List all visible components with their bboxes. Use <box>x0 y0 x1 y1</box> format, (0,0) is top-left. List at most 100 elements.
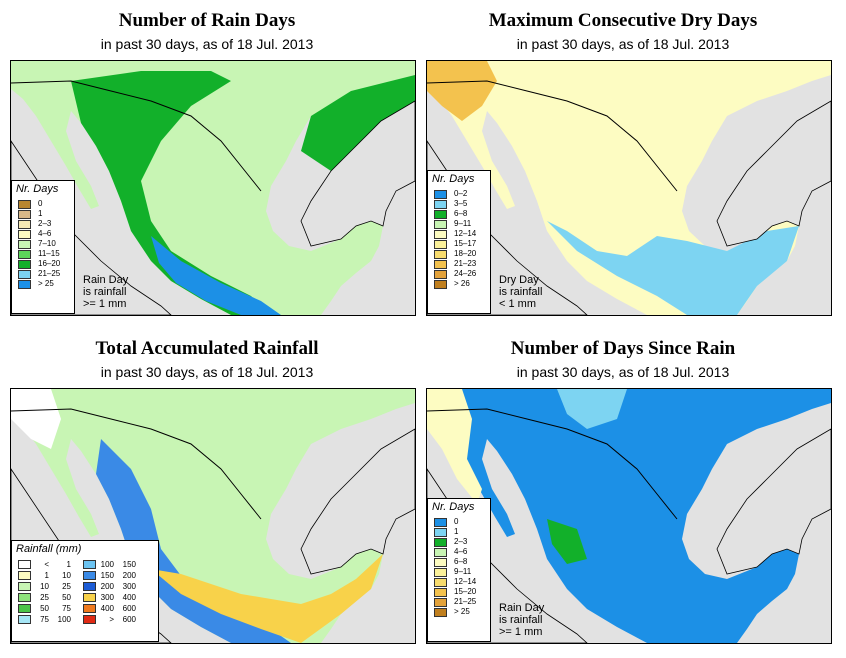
legend-label: 21–23 <box>454 259 477 268</box>
legend-row: 9–11 <box>428 567 490 577</box>
panel-title: Number of Rain Days <box>118 10 296 31</box>
legend-swatch <box>18 269 31 279</box>
panel-subtitle: in past 30 days, as of 18 Jul. 2013 <box>100 36 314 52</box>
legend-row: 21–25 <box>12 269 74 279</box>
legend-row: 0 <box>12 199 74 209</box>
legend-row: 200 300 <box>77 581 142 592</box>
panel-subtitle: in past 30 days, as of 18 Jul. 2013 <box>516 364 730 380</box>
band-dry-northwest <box>427 389 482 504</box>
legend-swatch <box>434 557 447 567</box>
legend-row: 2–3 <box>12 219 74 229</box>
legend-row: 11–15 <box>12 249 74 259</box>
note-line: < 1 mm <box>499 298 536 310</box>
legend-row: 10 25 <box>12 581 77 592</box>
legend-row: 15–20 <box>428 587 490 597</box>
border-lines <box>11 80 262 192</box>
dry-band <box>517 121 677 251</box>
legend-swatch <box>434 239 447 249</box>
legend-row: 150 200 <box>77 570 142 581</box>
legend-row: > 26 <box>428 279 490 289</box>
rainfall-band-east <box>301 75 415 171</box>
legend-row: 0–2 <box>428 189 490 199</box>
panel-subtitle: in past 30 days, as of 18 Jul. 2013 <box>100 364 314 380</box>
note-line: is rainfall <box>499 614 543 626</box>
legend-swatch <box>18 582 31 591</box>
legend-row: 6–8 <box>428 209 490 219</box>
legend-swatch <box>18 571 31 580</box>
legend-label: 15–20 <box>454 587 477 596</box>
legend-swatch <box>434 607 447 617</box>
band-green-spots <box>547 519 587 564</box>
legend-range-low: 400 <box>100 603 114 613</box>
legend-swatch <box>18 209 31 219</box>
legend-label: 1 <box>38 209 43 218</box>
legend-row: 4–6 <box>428 547 490 557</box>
legend-swatch <box>83 571 96 580</box>
panel-total-rainfall: Total Accumulated Rainfall in past 30 da… <box>0 328 416 648</box>
gulf-of-mexico <box>716 100 831 247</box>
legend-range-low: 50 <box>40 603 49 613</box>
legend-swatch <box>18 604 31 613</box>
legend-title: Nr. Days <box>16 183 59 195</box>
note-text: Dry Day is rainfall < 1 mm <box>499 274 542 310</box>
legend-range-low: 200 <box>100 581 114 591</box>
panel-days-since-rain: Number of Days Since Rain in past 30 day… <box>416 328 832 648</box>
legend-swatch <box>434 597 447 607</box>
legend-row: 6–8 <box>428 557 490 567</box>
legend-row: 25 50 <box>12 592 77 603</box>
border-lines <box>427 80 678 192</box>
legend-swatch <box>434 547 447 557</box>
legend-swatch <box>83 560 96 569</box>
legend-label: 3–5 <box>454 199 468 208</box>
legend-swatch <box>18 259 31 269</box>
note-text: Rain Day is rainfall >= 1 mm <box>499 602 544 638</box>
legend-swatch <box>434 269 447 279</box>
legend-swatch <box>434 567 447 577</box>
legend-row: 12–14 <box>428 577 490 587</box>
legend-row: 0 <box>428 517 490 527</box>
legend-range-high: 100 <box>57 614 71 624</box>
legend: Nr. Days 0 1 2–3 4–6 6–8 9–11 12–14 15–20 21–25 >… <box>427 498 491 642</box>
dry-band-north <box>427 61 497 121</box>
legend-swatch <box>434 279 447 289</box>
legend: Nr. Days 0–2 3–5 6–8 9–11 12–14 15–17 18–20 21–… <box>427 170 491 314</box>
panel-max-dry-days: Maximum Consecutive Dry Days in past 30 … <box>416 0 832 320</box>
land-area <box>427 389 831 643</box>
legend-label: 15–17 <box>454 239 477 248</box>
legend: Rainfall (mm) <1 1 10 10 25 25 50 50 75 75 100 100… <box>11 540 159 642</box>
note-line: Dry Day <box>499 274 539 286</box>
border-lines <box>11 408 262 520</box>
note-line: Rain Day <box>83 274 129 286</box>
legend: Nr. Days 0 1 2–3 4–6 7–10 11–15 16–20 21–25 > 25 <box>11 180 75 314</box>
legend-range-high: 600 <box>122 603 136 613</box>
legend-row: 1 <box>12 209 74 219</box>
legend-range-high: 10 <box>62 570 71 580</box>
legend-label: 4–6 <box>454 547 468 556</box>
legend-swatch <box>83 582 96 591</box>
legend-row: 300 400 <box>77 592 142 603</box>
rainfall-band <box>71 71 271 315</box>
legend-range-high: 200 <box>122 570 136 580</box>
legend-range-low: 25 <box>40 592 49 602</box>
legend-label: > 25 <box>454 607 470 616</box>
legend-label: 9–11 <box>454 219 472 228</box>
legend-swatch <box>83 593 96 602</box>
legend-row: 2–3 <box>428 537 490 547</box>
note-line: >= 1 mm <box>83 298 127 310</box>
legend-label: 21–25 <box>38 269 61 278</box>
legend-swatch <box>18 615 31 624</box>
legend-swatch <box>18 249 31 259</box>
legend-label: 16–20 <box>38 259 61 268</box>
legend-label: 2–3 <box>38 219 52 228</box>
panel-title: Total Accumulated Rainfall <box>95 338 319 359</box>
legend-row: 1 10 <box>12 570 77 581</box>
note-line: is rainfall <box>499 286 543 298</box>
legend-title: Rainfall (mm) <box>16 543 82 555</box>
legend-range-low: 10 <box>40 581 49 591</box>
legend-range-low: 100 <box>100 559 114 569</box>
note-line: Rain Day <box>499 602 545 614</box>
legend-row: 400 600 <box>77 603 142 614</box>
legend-swatch <box>18 279 31 289</box>
legend-label: 7–10 <box>38 239 56 248</box>
legend-row: 12–14 <box>428 229 490 239</box>
